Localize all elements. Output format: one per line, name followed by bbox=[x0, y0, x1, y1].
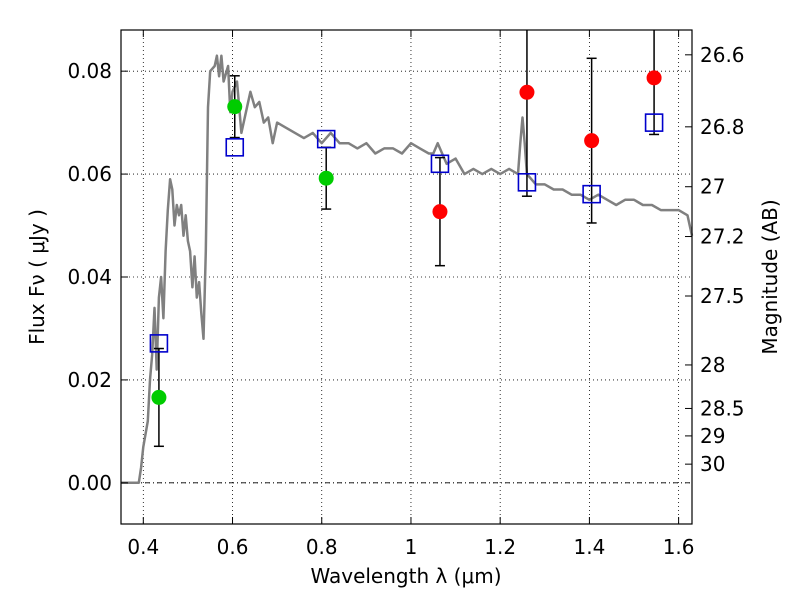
x-tick-label: 0.6 bbox=[217, 535, 249, 559]
red-data-point bbox=[519, 84, 535, 100]
model-square-marker bbox=[430, 154, 450, 174]
x-tick-label: 0.8 bbox=[306, 535, 338, 559]
right-axis-label: Magnitude (AB) bbox=[758, 199, 782, 354]
mag-tick-label: 30 bbox=[700, 452, 725, 476]
data-markers bbox=[149, 70, 664, 405]
red-data-point bbox=[432, 204, 448, 220]
model-square-marker bbox=[582, 184, 601, 204]
mag-tick-label: 29 bbox=[700, 424, 725, 448]
y-tick-label: 0.06 bbox=[67, 162, 112, 186]
sed-line bbox=[121, 54, 694, 485]
model-square-marker bbox=[517, 173, 537, 192]
y-tick-label: 0.02 bbox=[67, 368, 112, 392]
error-bars bbox=[153, 30, 660, 448]
mag-tick-label: 28 bbox=[700, 353, 725, 377]
model-square-marker bbox=[644, 113, 664, 132]
mag-tick-label: 28.5 bbox=[700, 396, 745, 420]
model-square-marker bbox=[225, 138, 245, 157]
model-square-marker bbox=[316, 129, 336, 149]
y-axis-label: Flux Fν ( μJy ) bbox=[25, 209, 49, 345]
x-tick-label: 1 bbox=[405, 535, 418, 559]
sed-model-curve bbox=[121, 54, 694, 485]
grid-lines bbox=[121, 30, 692, 524]
plot-frame bbox=[120, 29, 693, 525]
mag-tick-label: 27.5 bbox=[700, 284, 745, 308]
green-data-point bbox=[318, 170, 334, 186]
y-tick-label: 0.08 bbox=[67, 59, 112, 83]
y-tick-label: 0.00 bbox=[67, 471, 112, 495]
y-tick-label: 0.04 bbox=[67, 265, 112, 289]
mag-tick-label: 27 bbox=[700, 175, 725, 199]
mag-tick-label: 26.8 bbox=[700, 115, 745, 139]
mag-tick-label: 26.6 bbox=[700, 43, 745, 67]
x-tick-label: 1.6 bbox=[663, 535, 695, 559]
red-data-point bbox=[584, 133, 600, 149]
axis-ticks: 0.4 0.6 0.8 1 1.2 1.4 1.6 0.00 0.02 0.04 0.06 0.08 2… bbox=[67, 30, 745, 559]
green-data-point bbox=[227, 99, 243, 115]
x-axis-label: Wavelength λ (μm) bbox=[310, 564, 501, 588]
x-tick-label: 0.4 bbox=[127, 535, 159, 559]
green-data-point bbox=[151, 389, 167, 405]
x-tick-label: 1.2 bbox=[484, 535, 516, 559]
mag-tick-label: 27.2 bbox=[700, 225, 745, 249]
red-data-point bbox=[646, 70, 662, 86]
model-square-marker bbox=[149, 334, 169, 353]
x-tick-label: 1.4 bbox=[573, 535, 605, 559]
